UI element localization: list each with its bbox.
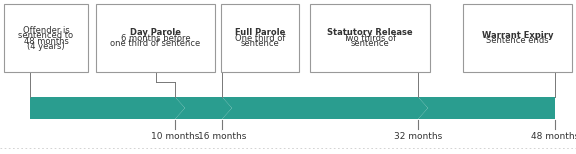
Text: 6 months before: 6 months before [121, 34, 190, 43]
FancyBboxPatch shape [96, 4, 215, 72]
Text: Offender is: Offender is [22, 26, 69, 35]
Polygon shape [30, 97, 185, 119]
Polygon shape [222, 97, 428, 119]
Text: 32 months: 32 months [394, 132, 442, 141]
Text: One third of: One third of [235, 34, 285, 43]
Text: one third of sentence: one third of sentence [111, 39, 200, 49]
FancyBboxPatch shape [310, 4, 430, 72]
FancyBboxPatch shape [221, 4, 299, 72]
Polygon shape [418, 97, 555, 119]
Text: sentence: sentence [351, 39, 389, 49]
Text: Sentence ends: Sentence ends [486, 36, 549, 45]
Text: Statutory Release: Statutory Release [327, 28, 413, 37]
FancyBboxPatch shape [4, 4, 88, 72]
Text: Two thirds of: Two thirds of [343, 34, 396, 43]
Text: (4 years): (4 years) [27, 42, 65, 51]
Text: Warrant Expiry: Warrant Expiry [482, 31, 554, 40]
Text: Day Parole: Day Parole [130, 28, 181, 37]
Text: 10 months: 10 months [151, 132, 199, 141]
Text: 48 months: 48 months [531, 132, 576, 141]
FancyBboxPatch shape [463, 4, 572, 72]
Text: sentenced to: sentenced to [18, 31, 74, 40]
Text: Full Parole: Full Parole [235, 28, 285, 37]
Text: 16 months: 16 months [198, 132, 246, 141]
Text: sentence: sentence [241, 39, 279, 49]
Polygon shape [175, 97, 232, 119]
Text: 48 months: 48 months [24, 37, 69, 46]
